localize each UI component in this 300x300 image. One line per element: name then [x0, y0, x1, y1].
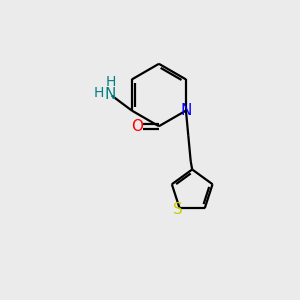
Text: S: S: [173, 202, 183, 217]
Text: N: N: [180, 103, 192, 118]
Text: H: H: [94, 86, 104, 100]
Text: H: H: [105, 75, 116, 89]
Text: N: N: [105, 87, 116, 102]
Text: O: O: [131, 119, 143, 134]
